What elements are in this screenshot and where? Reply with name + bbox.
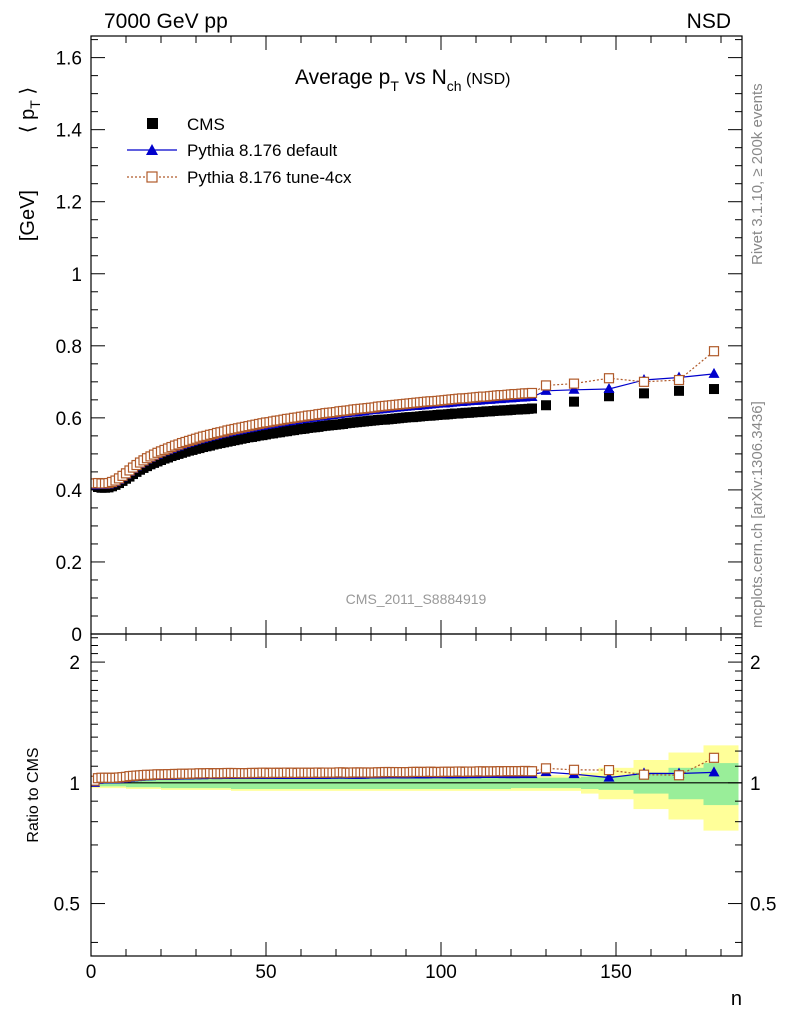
ratio-point [540, 763, 552, 774]
y-tick-label: 1.6 [56, 49, 82, 70]
ratio-tick-label-right: 0.5 [750, 895, 776, 916]
data-point [540, 380, 552, 391]
y-tick-label: 0 [71, 625, 82, 646]
ratio-point [638, 769, 650, 780]
data-point [569, 396, 579, 407]
ratio-point [603, 765, 615, 776]
ratio-tick-label: 0.5 [54, 895, 80, 916]
ratio-point [708, 766, 720, 777]
ratio-tick-label: 1 [69, 774, 80, 795]
data-point [527, 403, 537, 414]
cms-uncertainty-bands [91, 745, 742, 831]
legend-cms-marker [147, 118, 158, 129]
header-process-label: NSD [687, 10, 731, 33]
x-tick-label: 100 [425, 962, 457, 983]
ratio-point [603, 771, 615, 782]
legend: CMS Pythia 8.176 default Pythia 8.176 tu… [127, 115, 352, 187]
y-tick-label: 0.8 [56, 337, 82, 358]
data-point [604, 391, 614, 402]
y-tick-label: 0.2 [56, 553, 82, 574]
ratio-plot-series [91, 752, 720, 787]
legend-tune-marker [146, 171, 158, 183]
ratio-plot-frame [90, 633, 743, 957]
ratio-point [673, 770, 685, 781]
data-point [526, 387, 538, 399]
x-tick-label: 0 [86, 962, 97, 983]
data-point [603, 383, 615, 394]
data-point [708, 346, 720, 357]
data-point [709, 384, 719, 395]
mcplots-label: mcplots.cern.ch [arXiv:1306.3436] [749, 401, 766, 628]
x-axis-label: n [731, 988, 742, 1010]
y-tick-label: 1.2 [56, 193, 82, 214]
data-point [674, 385, 684, 396]
y-axis-label: [GeV] [17, 190, 39, 241]
data-point [708, 367, 720, 378]
x-tick-label: 50 [255, 962, 276, 983]
ratio-tick-label-right: 1 [750, 774, 761, 795]
data-point [603, 373, 615, 384]
ratio-point [568, 764, 580, 775]
rivet-version-label: Rivet 3.1.10, ≥ 200k events [749, 83, 766, 265]
data-point [638, 376, 650, 387]
data-point [568, 378, 580, 389]
y-tick-label: 0.6 [56, 409, 82, 430]
y-tick-label: 0.4 [56, 481, 83, 502]
y-axis-symbol: ⟨ pT ⟩ [17, 87, 43, 133]
ratio-axis-ticks: 0 50 100 150 0.5 0.5 1 1 2 2 [54, 634, 776, 983]
analysis-label: CMS_2011_S8884919 [346, 591, 487, 607]
data-point [568, 383, 580, 394]
data-point [639, 388, 649, 399]
y-tick-label: 1 [71, 265, 82, 286]
ratio-tick-label: 2 [69, 653, 80, 674]
legend-default-marker [146, 144, 158, 155]
legend-default-label: Pythia 8.176 default [187, 141, 338, 160]
ratio-tick-label-right: 2 [750, 653, 761, 674]
main-axis-ticks: 0 0.2 0.4 0.6 0.8 1 1.2 1.4 1.6 [56, 36, 742, 646]
series-line [94, 373, 715, 486]
main-plot-series [91, 346, 720, 493]
chart-title: Average pT vs Nch (NSD) [295, 66, 510, 94]
header-energy-label: 7000 GeV pp [104, 10, 228, 33]
ratio-point [526, 766, 538, 777]
data-point [673, 374, 685, 386]
legend-cms-label: CMS [187, 115, 225, 134]
x-tick-label: 150 [600, 962, 632, 983]
cms-inner-band [703, 763, 739, 806]
legend-tune-label: Pythia 8.176 tune-4cx [187, 168, 352, 187]
ratio-axis-label: Ratio to CMS [25, 747, 42, 842]
y-tick-label: 1.4 [56, 121, 83, 142]
data-point [541, 400, 551, 411]
ratio-point [708, 752, 720, 763]
